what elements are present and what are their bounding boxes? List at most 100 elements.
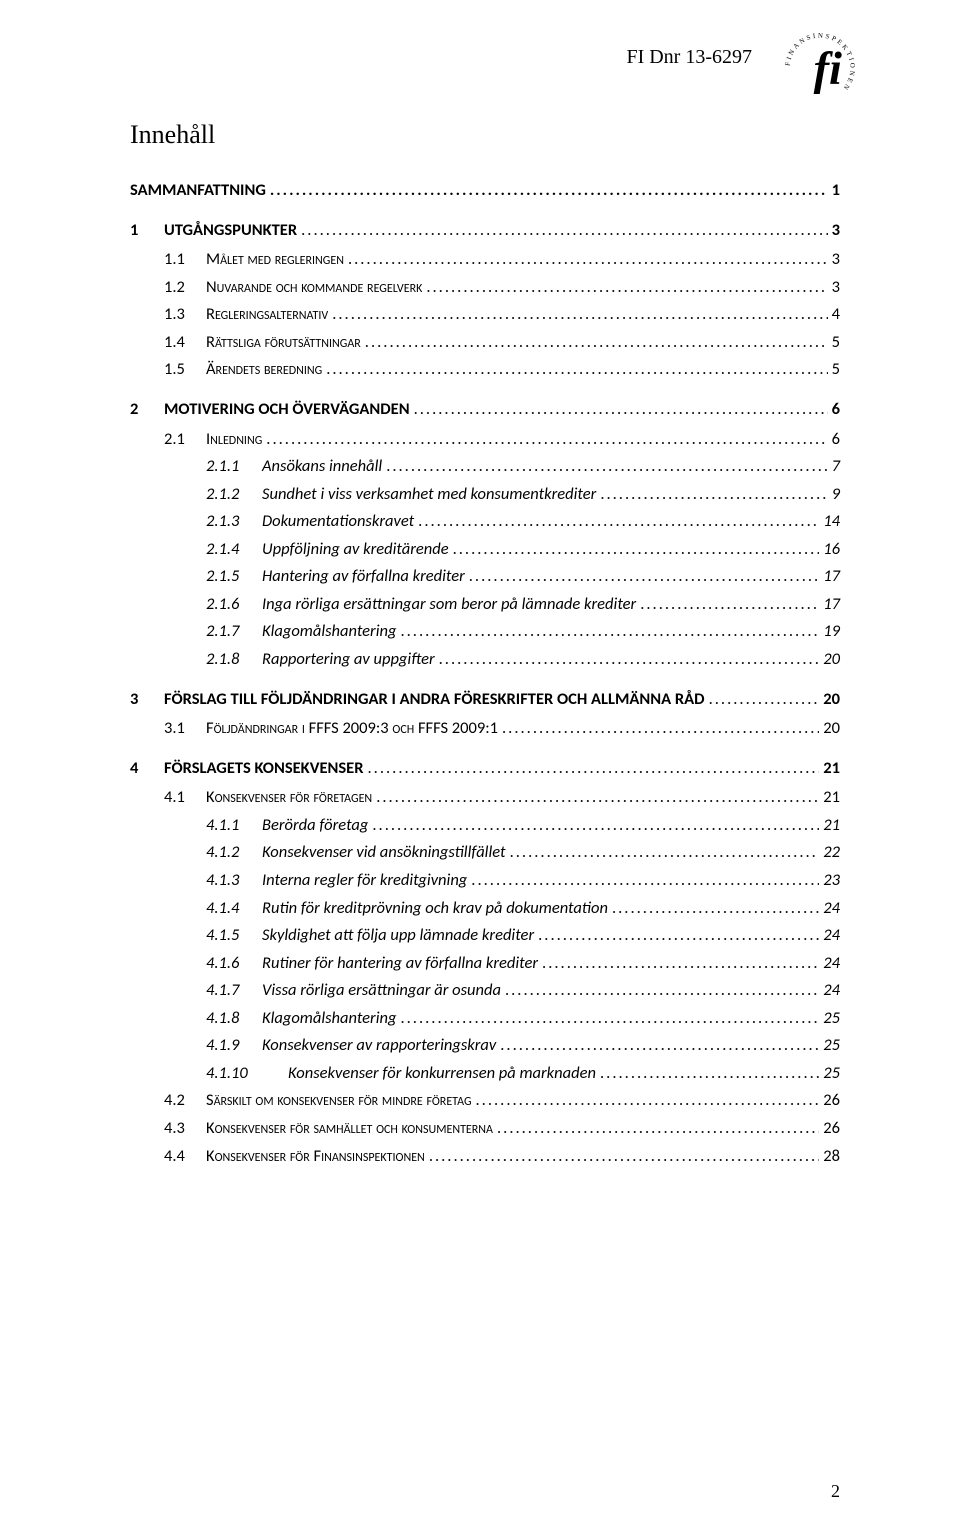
agency-logo: FINANSINSPEKTIONEN fi (780, 28, 860, 108)
toc-entry-page: 25 (819, 1061, 840, 1087)
toc-entry[interactable]: 2.1.6Inga rörliga ersättningar som beror… (130, 592, 840, 618)
toc-entry[interactable]: 4.4Konsekvenser för Finansinspektionen28 (130, 1144, 840, 1170)
toc-leader (538, 951, 819, 977)
toc-entry-label: Klagomålshantering (262, 1006, 396, 1032)
toc-leader (344, 247, 828, 273)
toc-entry[interactable]: 2.1.4Uppföljning av kreditärende16 (130, 537, 840, 563)
toc-entry-number: 4.1.7 (206, 978, 262, 1004)
toc-entry[interactable]: 2.1.8Rapportering av uppgifter20 (130, 647, 840, 673)
toc-entry-page: 20 (819, 716, 840, 742)
toc-entry[interactable]: 1.1Målet med regleringen3 (130, 247, 840, 273)
toc-entry-label: Rutiner för hantering av förfallna kredi… (262, 951, 538, 977)
toc-leader (496, 1033, 819, 1059)
toc-entry[interactable]: 4FÖRSLAGETS KONSEKVENSER21 (130, 756, 840, 782)
toc-leader (368, 813, 819, 839)
toc-entry-page: 3 (828, 275, 840, 301)
toc-entry-label: Klagomålshantering (262, 619, 396, 645)
toc-entry[interactable]: 4.1.5Skyldighet att följa upp lämnade kr… (130, 923, 840, 949)
toc-leader (501, 978, 819, 1004)
toc-entry-page: 28 (819, 1144, 840, 1170)
toc-entry-number: 4.1.6 (206, 951, 262, 977)
toc-entry[interactable]: 4.1.6Rutiner för hantering av förfallna … (130, 951, 840, 977)
toc-entry[interactable]: 2MOTIVERING OCH ÖVERVÄGANDEN6 (130, 397, 840, 423)
toc-entry[interactable]: 1.5Ärendets beredning5 (130, 357, 840, 383)
toc-leader (262, 427, 827, 453)
toc-entry-label: Rättsliga förutsättningar (206, 330, 361, 356)
toc-entry[interactable]: 4.1.7Vissa rörliga ersättningar är osund… (130, 978, 840, 1004)
toc-leader (266, 178, 828, 204)
toc-leader (534, 923, 819, 949)
toc-entry-number: 4 (130, 756, 164, 782)
toc-entry-number: 4.1.9 (206, 1033, 262, 1059)
toc-entry-page: 3 (828, 247, 840, 273)
toc-entry[interactable]: 1.4Rättsliga förutsättningar5 (130, 330, 840, 356)
toc-entry[interactable]: 1.3Regleringsalternativ 4 (130, 302, 840, 328)
page-header: FI Dnr 13-6297 FINANSINSPEKTIONEN fi (626, 28, 860, 108)
toc-entry[interactable]: 2.1.1Ansökans innehåll7 (130, 454, 840, 480)
toc-entry-label: Interna regler för kreditgivning (262, 868, 467, 894)
toc-entry[interactable]: 4.1.3Interna regler för kreditgivning 23 (130, 868, 840, 894)
toc-entry[interactable]: 1.2Nuvarande och kommande regelverk3 (130, 275, 840, 301)
toc-entry[interactable]: 1UTGÅNGSPUNKTER3 (130, 218, 840, 244)
toc-entry-label: Särskilt om konsekvenser för mindre före… (206, 1088, 472, 1114)
toc-entry[interactable]: 4.1Konsekvenser för företagen21 (130, 785, 840, 811)
toc-entry-label: Inledning (206, 427, 262, 453)
toc-entry-label: SAMMANFATTNING (130, 178, 266, 204)
toc-entry[interactable]: 4.2Särskilt om konsekvenser för mindre f… (130, 1088, 840, 1114)
toc-entry-label: Regleringsalternativ (206, 302, 328, 328)
toc-entry-number: 4.1.3 (206, 868, 262, 894)
toc-leader (465, 564, 820, 590)
toc-entry[interactable]: 4.1.4Rutin för kreditprövning och krav p… (130, 896, 840, 922)
toc-entry-number: 3.1 (164, 716, 206, 742)
toc-entry[interactable]: SAMMANFATTNING1 (130, 178, 840, 204)
toc-entry[interactable]: 4.1.2Konsekvenser vid ansökningstillfäll… (130, 840, 840, 866)
toc-entry-page: 17 (819, 592, 840, 618)
toc-entry-page: 22 (819, 840, 840, 866)
toc-entry[interactable]: 2.1.3Dokumentationskravet14 (130, 509, 840, 535)
toc-entry-label: Berörda företag (262, 813, 368, 839)
toc-entry[interactable]: 2.1Inledning6 (130, 427, 840, 453)
toc-entry[interactable]: 2.1.5Hantering av förfallna krediter17 (130, 564, 840, 590)
toc-entry-number: 2 (130, 397, 164, 423)
toc-entry[interactable]: 4.1.10Konsekvenser för konkurrensen på m… (130, 1061, 840, 1087)
toc-entry-page: 21 (819, 785, 840, 811)
toc-entry-label: Målet med regleringen (206, 247, 344, 273)
toc-entry-number: 2.1.5 (206, 564, 262, 590)
toc-entry-page: 4 (828, 302, 840, 328)
toc-entry[interactable]: 4.1.1Berörda företag21 (130, 813, 840, 839)
toc-leader (435, 647, 820, 673)
toc-entry[interactable]: 4.1.9Konsekvenser av rapporteringskrav25 (130, 1033, 840, 1059)
toc-entry-page: 24 (819, 978, 840, 1004)
toc-entry-number: 2.1.3 (206, 509, 262, 535)
toc-entry-label: Ärendets beredning (206, 357, 322, 383)
toc-leader (596, 1061, 819, 1087)
toc-entry[interactable]: 4.1.8Klagomålshantering25 (130, 1006, 840, 1032)
toc-entry-label: Konsekvenser för konkurrensen på marknad… (288, 1061, 596, 1087)
toc-entry[interactable]: 3.1Följdändringar i FFFS 2009:3 och FFFS… (130, 716, 840, 742)
toc-entry[interactable]: 2.1.7Klagomålshantering19 (130, 619, 840, 645)
toc-leader (396, 619, 819, 645)
toc-entry[interactable]: 2.1.2Sundhet i viss verksamhet med konsu… (130, 482, 840, 508)
toc-entry-number: 1 (130, 218, 164, 244)
toc-entry-page: 23 (819, 868, 840, 894)
toc-entry-label: Nuvarande och kommande regelverk (206, 275, 422, 301)
toc-entry-label: Konsekvenser vid ansökningstillfället (262, 840, 506, 866)
toc-entry-number: 2.1.6 (206, 592, 262, 618)
toc-entry-number: 4.1.8 (206, 1006, 262, 1032)
toc-entry-number: 2.1.2 (206, 482, 262, 508)
toc-leader (449, 537, 820, 563)
toc-entry-number: 1.3 (164, 302, 206, 328)
toc-leader (467, 868, 819, 894)
toc-entry-page: 24 (819, 951, 840, 977)
toc-entry-number: 4.2 (164, 1088, 206, 1114)
toc-entry-label: Uppföljning av kreditärende (262, 537, 449, 563)
toc-entry-number: 2.1.7 (206, 619, 262, 645)
toc-entry[interactable]: 4.3Konsekvenser för samhället och konsum… (130, 1116, 840, 1142)
toc-entry-number: 1.4 (164, 330, 206, 356)
toc-entry[interactable]: 3FÖRSLAG TILL FÖLJDÄNDRINGAR I ANDRA FÖR… (130, 687, 840, 713)
toc-entry-page: 20 (819, 647, 840, 673)
toc-entry-number: 1.5 (164, 357, 206, 383)
toc-leader (322, 357, 827, 383)
page-number: 2 (831, 1481, 840, 1502)
toc-leader (364, 756, 820, 782)
